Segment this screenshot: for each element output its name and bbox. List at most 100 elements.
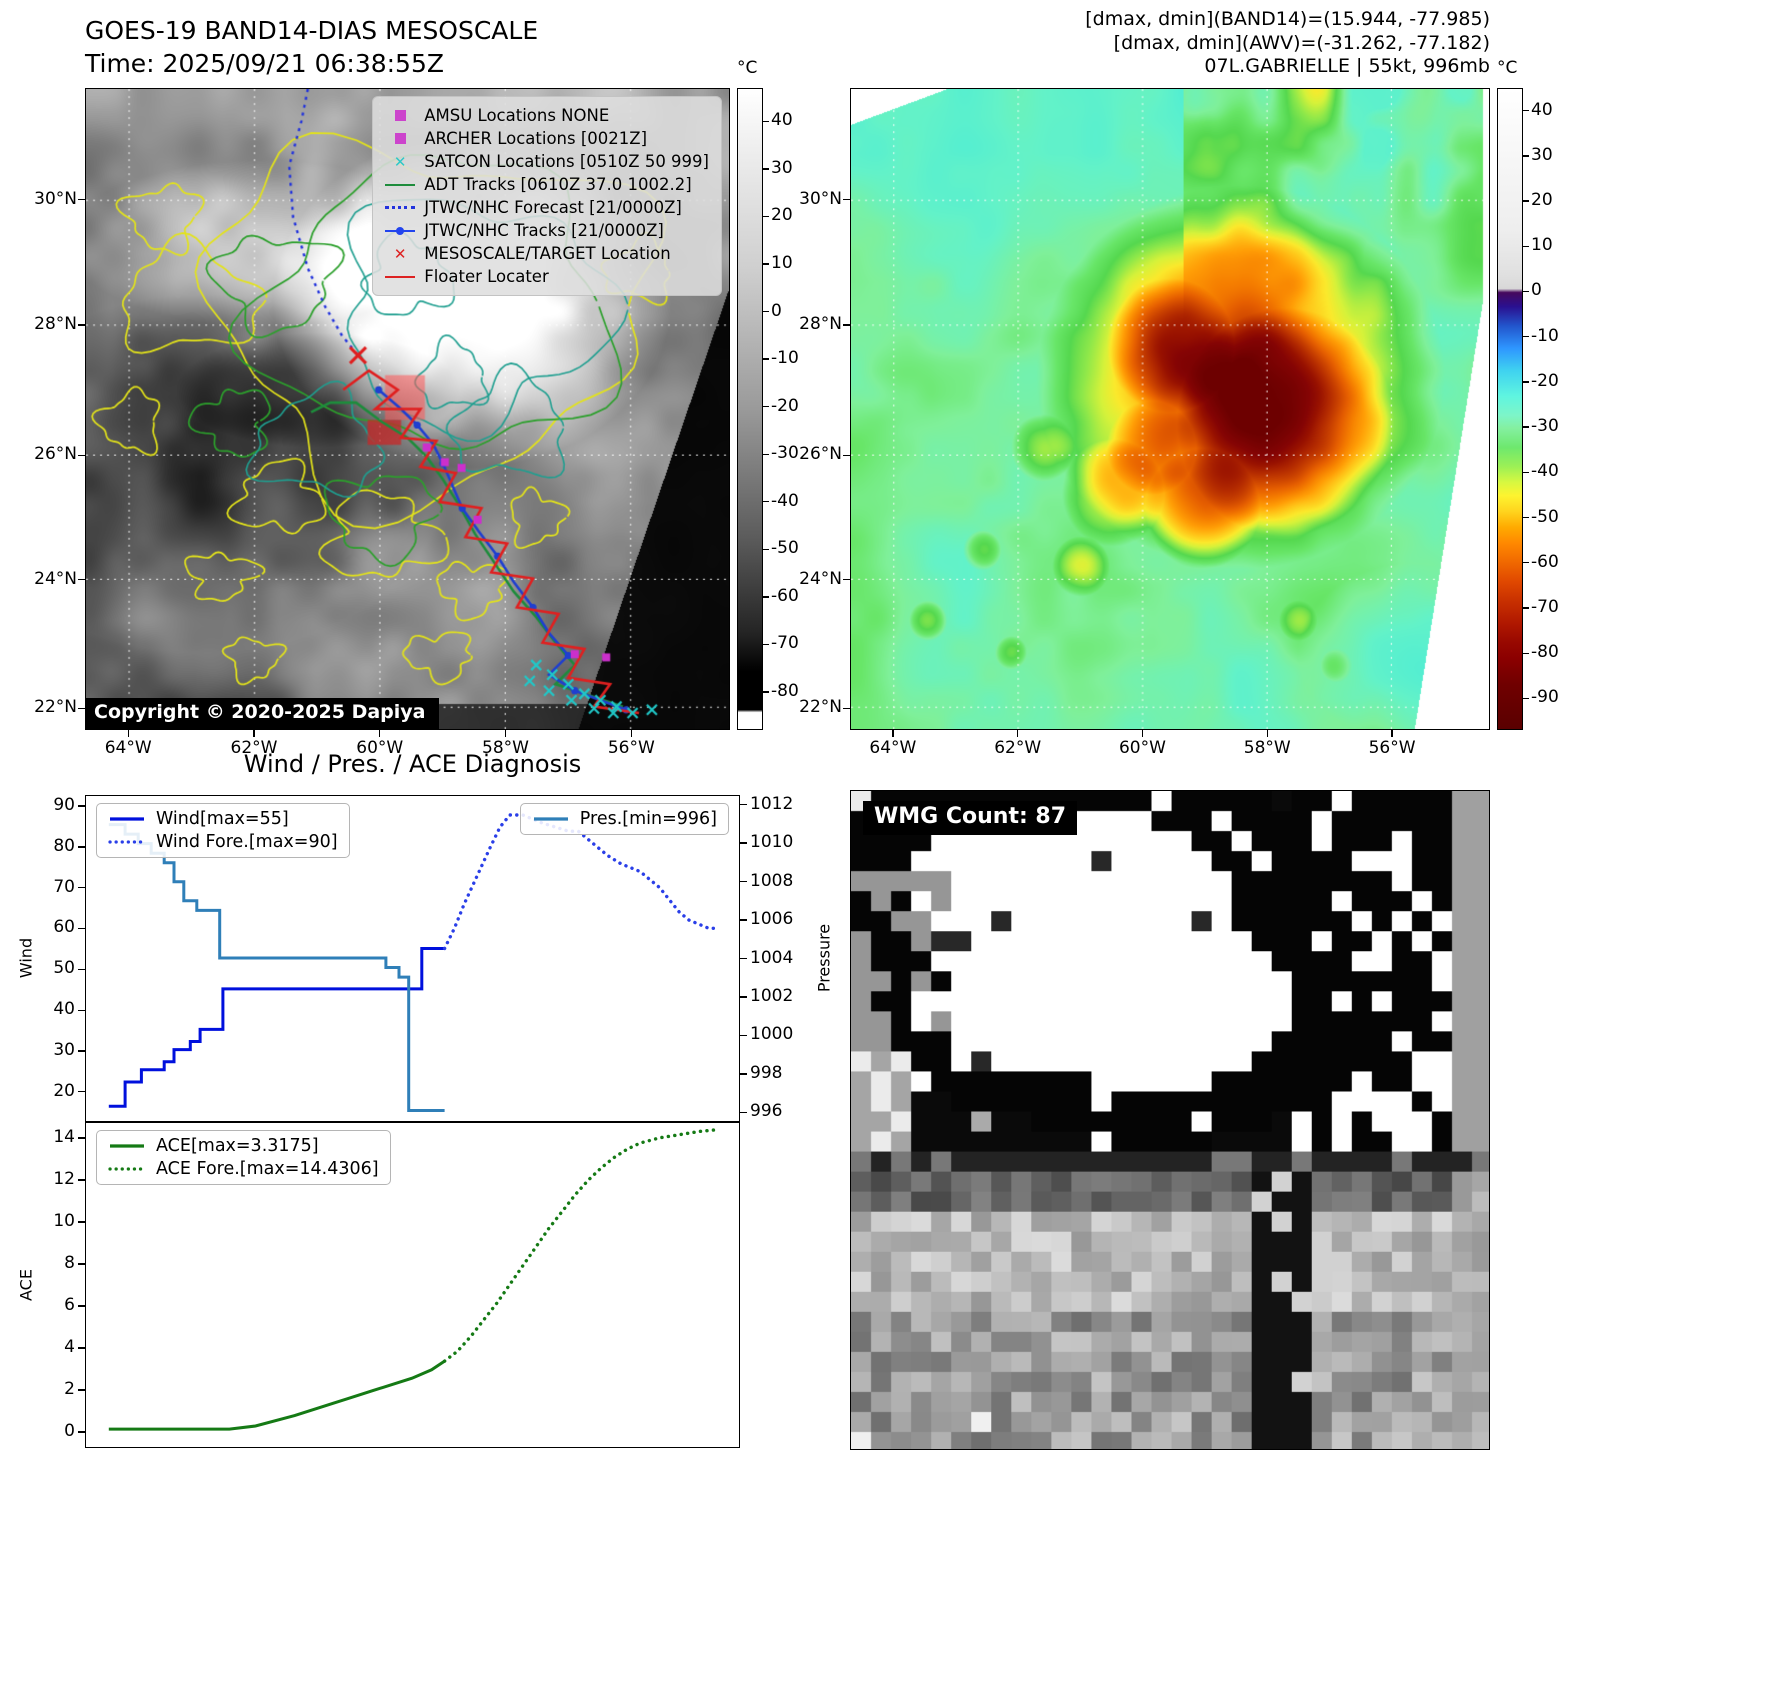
tick-mark [763,548,769,550]
chart-legend: ACE[max=3.3175] ACE Fore.[max=14.4306] [96,1130,391,1185]
tick-mark [763,168,769,170]
legend-item: JTWC/NHC Forecast [21/0000Z] [385,197,709,218]
awv-satellite-canvas [851,89,1489,729]
x-marker-icon: ✕ [385,244,415,263]
dotted-marker-icon [385,201,416,215]
band14-colorbar [737,88,763,730]
line-marker-icon [385,178,416,192]
wind-pressure-chart: Wind[max=55] Wind Fore.[max=90] Pres.[min=… [85,795,740,1122]
legend-label: ACE Fore.[max=14.4306] [156,1159,379,1179]
lat-tick-label: 28°N [799,313,842,334]
tick-mark [78,1347,85,1349]
tick-mark [78,968,85,970]
legend-item: ✕ MESOSCALE/TARGET Location [385,243,709,264]
lat-tick-label: 26°N [34,444,77,465]
square-marker-icon [385,132,415,146]
colorbar-tick-label: 40 [1531,99,1553,120]
colorbar-tick-label: -40 [1531,461,1559,482]
y-tick-label: 30 [53,1039,75,1060]
y-tick-label: 1010 [750,832,794,853]
y-tick-label: 1008 [750,870,794,891]
lon-tick-label: 56°W [1368,738,1416,758]
chart-legend: Pres.[min=996] [519,803,729,835]
legend-line-sample-icon [533,817,568,821]
wmg-count-badge: WMG Count: 87 [863,801,1078,835]
band14-title: GOES-19 BAND14-DIAS MESOSCALE [85,16,539,45]
tick-mark [1017,730,1019,737]
tick-mark [1523,200,1529,202]
y-tick-label: 80 [53,835,75,856]
y-tick-label: 998 [750,1062,783,1083]
ace-chart: ACE[max=3.3175] ACE Fore.[max=14.4306] [85,1122,740,1448]
tick-mark [1523,336,1529,338]
tick-mark [78,1389,85,1391]
tick-mark [379,730,381,737]
tick-mark [1523,607,1529,609]
tick-mark [78,1179,85,1181]
tick-mark [763,215,769,218]
tick-mark [1523,110,1529,112]
colorbar-tick-label: 10 [771,252,793,273]
y-tick-label: 70 [53,876,75,897]
tick-mark [630,730,632,737]
colorbar-tick-label: -10 [1531,325,1559,346]
wmg-cloud-mask-panel: WMG Count: 87 [850,790,1490,1450]
ace-chart-svg [108,1128,717,1431]
tick-mark [763,691,769,693]
tick-mark [1523,426,1529,428]
lon-tick-label: 62°W [994,738,1042,758]
y-tick-label: 50 [53,958,75,979]
colorbar-tick-label: -60 [1531,551,1559,572]
tick-mark [504,730,507,737]
tick-mark [78,927,85,930]
dot-glyph [396,226,405,235]
legend-label: JTWC/NHC Forecast [21/0000Z] [424,198,682,217]
tick-mark [78,1137,85,1139]
colorbar-tick-label: -90 [1531,687,1559,708]
line-dot-marker-icon [385,224,416,238]
tick-mark [78,454,85,456]
y-tick-label: 10 [53,1210,75,1231]
lon-tick-label: 62°W [230,738,278,758]
lon-tick-label: 64°W [104,738,152,758]
y-tick-label: 60 [53,917,75,938]
colorbar-tick-label: -10 [771,348,799,369]
square-glyph [394,133,406,144]
legend-label: SATCON Locations [0510Z 50 999] [424,152,709,171]
lon-tick-label: 60°W [356,738,404,758]
tick-mark [1523,516,1529,519]
x-glyph: ✕ [393,244,407,263]
tick-mark [843,324,850,326]
lon-tick-label: 60°W [1118,738,1166,758]
colorbar-tick-label: -20 [1531,370,1559,391]
legend-item: ✕ SATCON Locations [0510Z 50 999] [385,151,709,172]
tick-mark [1523,381,1529,383]
tick-mark [78,1050,85,1052]
wmg-cloud-mask-canvas [851,791,1489,1449]
y-tick-label: 1006 [750,909,794,930]
tick-mark [78,1431,85,1433]
y-tick-label: 90 [53,795,75,816]
band14-colorbar-unit: °C [737,58,758,78]
colorbar-tick-label: -60 [771,585,799,606]
legend-label: Floater Locater [424,267,549,286]
band14-satellite-panel: AMSU Locations NONE ARCHER Locations [002… [85,88,730,730]
chart-legend: Wind[max=55] Wind Fore.[max=90] [96,803,350,858]
tick-mark [763,310,769,313]
tick-mark [740,1034,747,1037]
x-marker-icon: ✕ [385,154,415,169]
legend-item: ADT Tracks [0610Z 37.0 1002.2] [385,174,709,195]
tick-mark [843,199,850,201]
tick-mark [843,579,850,581]
tick-mark [740,1073,747,1075]
tick-mark [740,842,747,844]
tick-mark [1523,245,1529,247]
tick-mark [78,707,85,709]
tick-mark [763,406,769,408]
y-tick-label: 2 [64,1379,75,1400]
tick-mark [1391,730,1393,737]
tick-mark [127,730,129,737]
colorbar-tick-label: -40 [771,490,799,511]
tick-mark [763,643,769,646]
y-tick-label: 4 [64,1337,75,1357]
